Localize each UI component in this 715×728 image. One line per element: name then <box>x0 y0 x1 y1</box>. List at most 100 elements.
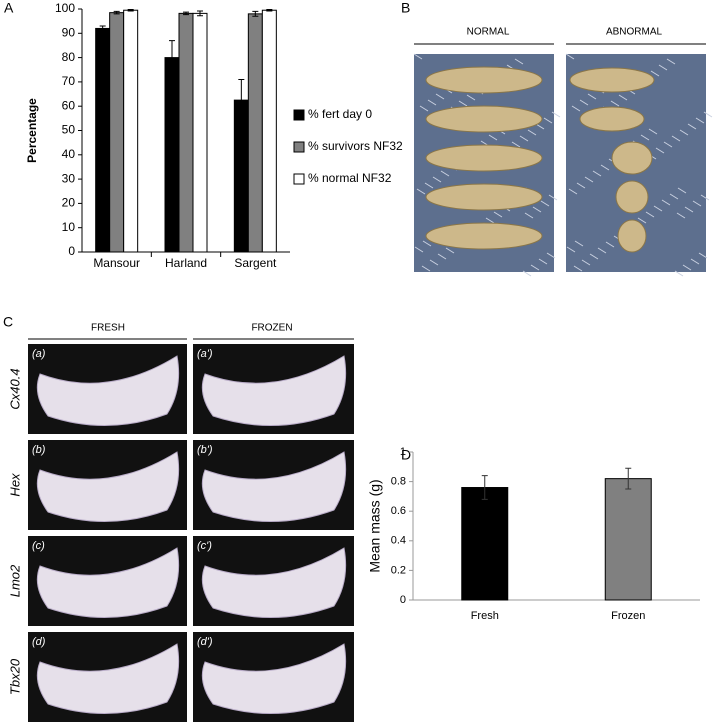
texture <box>566 246 576 253</box>
texture <box>565 53 575 60</box>
bar <box>192 12 208 253</box>
texture <box>581 259 591 266</box>
embryo <box>615 180 649 214</box>
embryo <box>425 66 543 94</box>
embryo <box>36 643 180 714</box>
texture <box>684 206 694 213</box>
y-tick-label: 20 <box>62 196 76 210</box>
texture <box>437 253 447 260</box>
bar <box>109 12 125 253</box>
x-tick-label: Harland <box>165 256 207 270</box>
y-tick-label: 0.2 <box>391 564 406 576</box>
gene-label: Cx40.4 <box>7 368 22 409</box>
bar <box>604 478 652 601</box>
texture <box>676 212 686 219</box>
texture <box>540 200 550 207</box>
texture <box>597 247 607 254</box>
texture <box>435 93 445 100</box>
texture <box>424 182 434 189</box>
y-tick-label: 0 <box>68 244 75 258</box>
texture <box>511 141 521 148</box>
error-bar <box>625 467 632 490</box>
embryo <box>201 451 347 522</box>
texture <box>589 253 599 260</box>
embryo <box>36 355 180 426</box>
y-axis-title: Percentage <box>25 98 39 163</box>
texture <box>703 111 713 118</box>
texture <box>546 252 556 259</box>
column-header: NORMAL <box>467 27 510 38</box>
texture <box>700 194 710 201</box>
texture <box>648 128 658 135</box>
legend-swatch <box>293 141 305 153</box>
texture <box>650 70 660 77</box>
texture <box>674 270 684 277</box>
error-bar <box>481 475 488 500</box>
sub-label: (b) <box>32 444 46 456</box>
gene-label: Tbx20 <box>7 658 22 695</box>
texture <box>587 93 597 100</box>
texture <box>466 94 476 101</box>
y-tick-label: 30 <box>62 171 76 185</box>
texture <box>440 170 450 177</box>
texture <box>653 205 663 212</box>
texture <box>573 265 583 272</box>
y-tick-label: 0.6 <box>391 505 406 517</box>
texture <box>527 129 537 136</box>
bar <box>261 9 277 253</box>
texture <box>692 200 702 207</box>
column-header: FROZEN <box>251 323 292 334</box>
embryo <box>425 222 543 250</box>
embryo <box>425 144 543 172</box>
embryo <box>36 547 180 618</box>
y-tick-label: 80 <box>62 50 76 64</box>
texture <box>532 206 542 213</box>
sub-label: (c') <box>197 540 212 552</box>
texture <box>421 265 431 272</box>
sub-label: (d) <box>32 636 46 648</box>
y-tick-label: 50 <box>62 123 76 137</box>
y-tick-label: 60 <box>62 98 76 112</box>
texture <box>605 241 615 248</box>
texture <box>519 135 529 142</box>
texture <box>427 99 437 106</box>
texture <box>655 147 665 154</box>
embryo <box>617 219 647 253</box>
bar <box>178 12 194 253</box>
x-tick-label: Mansour <box>93 256 140 270</box>
x-tick-label: Frozen <box>611 610 645 622</box>
gene-label: Lmo2 <box>7 564 22 597</box>
error-bar <box>127 8 134 12</box>
texture <box>445 247 455 254</box>
texture <box>416 188 426 195</box>
legend-swatch <box>293 173 305 185</box>
texture <box>574 240 584 247</box>
texture <box>698 252 708 259</box>
legend-swatch <box>293 109 305 121</box>
gene-label: Hex <box>7 473 22 497</box>
texture <box>663 141 673 148</box>
texture <box>661 199 671 206</box>
sub-label: (c) <box>32 540 45 552</box>
texture <box>548 194 558 201</box>
texture <box>690 258 700 265</box>
panel-label: B <box>401 0 410 16</box>
texture <box>637 217 647 224</box>
bar <box>123 9 139 253</box>
panel-label: D <box>401 447 411 463</box>
y-tick-label: 90 <box>62 25 76 39</box>
texture <box>524 212 534 219</box>
error-bar <box>197 10 203 17</box>
texture <box>579 99 589 106</box>
texture <box>413 53 423 60</box>
texture <box>682 264 692 271</box>
error-bar <box>238 78 245 122</box>
error-bar <box>183 11 189 16</box>
texture <box>571 105 581 112</box>
texture <box>414 246 424 253</box>
embryo <box>611 141 653 175</box>
y-tick-label: 0.8 <box>391 476 406 488</box>
texture <box>645 211 655 218</box>
texture <box>610 100 620 107</box>
